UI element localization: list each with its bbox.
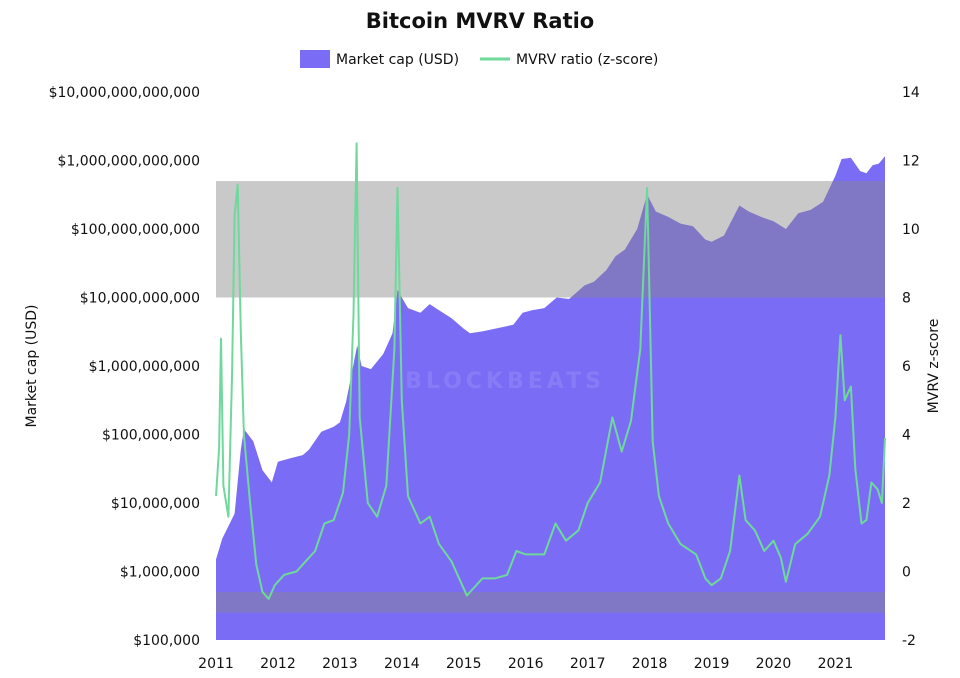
x-tick-label: 2015 (446, 656, 482, 672)
right-axis-label: MVRV z-score (926, 319, 942, 414)
left-tick-label: $1,000,000,000 (89, 359, 200, 375)
left-tick-label: $100,000 (133, 633, 200, 649)
x-axis-ticks: 2011 2012 2013 2014 2015 2016 2017 2018 2019 2020… (198, 656, 853, 672)
left-axis-label: Market cap (USD) (24, 304, 40, 427)
x-tick-label: 2011 (198, 656, 234, 672)
z-score-zones (216, 181, 885, 613)
right-axis-ticks: -2 0 2 4 6 8 10 12 14 (902, 85, 920, 649)
right-tick-label: 12 (902, 154, 920, 170)
left-tick-label: $10,000,000,000,000 (49, 85, 200, 101)
right-tick-label: 2 (902, 496, 911, 512)
x-tick-label: 2019 (694, 656, 730, 672)
x-tick-label: 2016 (508, 656, 544, 672)
chart-title: Bitcoin MVRV Ratio (366, 9, 594, 33)
right-tick-label: 0 (902, 565, 911, 581)
z-score-zone (216, 592, 885, 613)
left-tick-label: $10,000,000 (111, 496, 200, 512)
right-tick-label: 6 (902, 359, 911, 375)
watermark: BLOCKBEATS (405, 369, 605, 394)
legend-swatch-market-cap (300, 50, 330, 68)
legend-label-mvrv: MVRV ratio (z-score) (516, 52, 658, 68)
plot-area: BLOCKBEATS (215, 142, 886, 641)
right-tick-label: -2 (902, 633, 916, 649)
mvrv-line (215, 142, 886, 600)
left-tick-label: $1,000,000,000,000 (57, 154, 200, 170)
legend-label-market-cap: Market cap (USD) (336, 52, 459, 68)
x-tick-label: 2020 (756, 656, 792, 672)
x-tick-label: 2014 (384, 656, 420, 672)
x-tick-label: 2013 (322, 656, 358, 672)
left-axis-ticks: $100,000 $1,000,000 $10,000,000 $100,000,00… (49, 85, 200, 649)
left-tick-label: $1,000,000 (120, 565, 200, 581)
left-tick-label: $10,000,000,000 (80, 291, 200, 307)
left-tick-label: $100,000,000,000 (71, 222, 200, 238)
x-tick-label: 2012 (260, 656, 296, 672)
right-tick-label: 8 (902, 291, 911, 307)
right-tick-label: 4 (902, 428, 911, 444)
x-tick-label: 2021 (818, 656, 854, 672)
left-tick-label: $100,000,000 (102, 428, 200, 444)
market-cap-area (216, 156, 885, 641)
right-tick-label: 10 (902, 222, 920, 238)
x-tick-label: 2017 (570, 656, 606, 672)
right-tick-label: 14 (902, 85, 920, 101)
legend: Market cap (USD) MVRV ratio (z-score) (300, 50, 658, 68)
x-tick-label: 2018 (632, 656, 668, 672)
z-score-zone (216, 181, 885, 298)
